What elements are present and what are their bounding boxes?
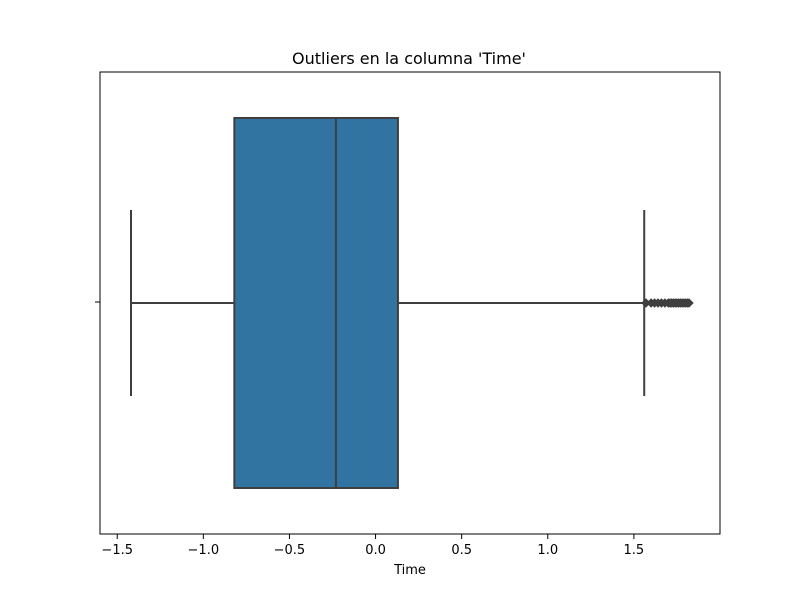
plot-area	[130, 117, 694, 489]
x-tick-label: 0.0	[365, 543, 386, 558]
x-tick-label: −0.5	[274, 543, 306, 558]
outlier-point	[684, 298, 694, 308]
axes-frame	[99, 71, 721, 535]
x-tick-label: 1.5	[624, 543, 645, 558]
x-tick-label: −1.5	[101, 543, 133, 558]
chart-title: Outliers en la columna 'Time'	[292, 49, 526, 68]
iqr-box	[233, 117, 399, 489]
x-tick-label: −1.0	[188, 543, 220, 558]
x-axis-label: Time	[393, 563, 426, 578]
x-tick-label: 0.5	[451, 543, 472, 558]
x-axis-ticks: −1.5 −1.0 −0.5 0.0 0.5 1.0 1.5	[101, 534, 644, 558]
x-tick-label: 1.0	[537, 543, 558, 558]
